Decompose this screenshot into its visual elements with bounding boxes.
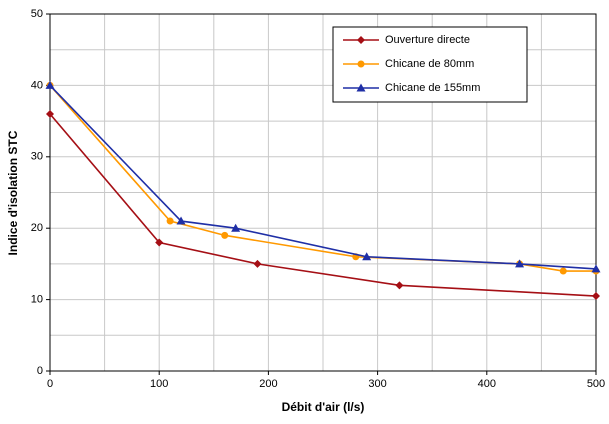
marker <box>559 267 567 275</box>
marker <box>592 292 600 301</box>
marker <box>231 223 241 232</box>
marker <box>45 80 55 89</box>
marker <box>395 281 404 290</box>
marker <box>357 60 365 68</box>
y-tick-label: 50 <box>31 8 43 20</box>
x-tick-label: 500 <box>587 378 605 390</box>
legend-label: Chicane de 155mm <box>385 82 480 94</box>
marker <box>356 83 366 92</box>
marker <box>591 264 601 273</box>
y-tick-label: 0 <box>37 365 43 377</box>
marker <box>221 231 229 239</box>
y-tick-label: 30 <box>31 151 43 163</box>
x-tick-label: 300 <box>368 378 386 390</box>
marker <box>176 216 186 225</box>
marker <box>46 109 54 118</box>
marker <box>515 259 525 268</box>
y-axis-label: Indice d'isolation STC <box>6 130 20 255</box>
y-tick-label: 40 <box>31 79 43 91</box>
x-tick-label: 100 <box>150 378 168 390</box>
marker <box>155 238 164 247</box>
marker <box>357 36 365 44</box>
x-axis-label: Débit d'air (l/s) <box>282 400 365 414</box>
series-line <box>49 84 597 270</box>
y-tick-label: 10 <box>31 294 43 306</box>
x-tick-label: 400 <box>478 378 496 390</box>
legend-label: Chicane de 80mm <box>385 58 474 70</box>
x-tick-label: 0 <box>47 378 53 390</box>
marker <box>253 259 262 268</box>
marker <box>362 252 372 261</box>
plot-frame <box>49 13 597 372</box>
legend-label: Ouverture directe <box>385 34 470 46</box>
x-tick-label: 200 <box>259 378 277 390</box>
y-tick-label: 20 <box>31 222 43 234</box>
marker <box>166 217 174 225</box>
